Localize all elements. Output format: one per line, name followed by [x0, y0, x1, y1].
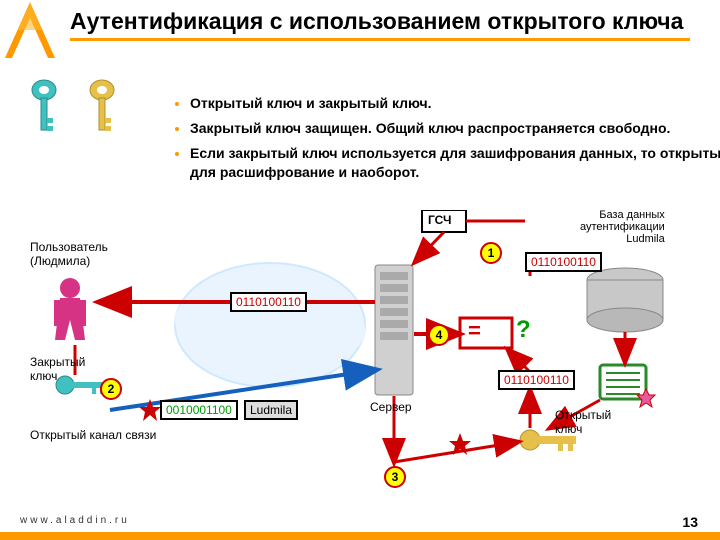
step-4: 4	[428, 324, 450, 346]
user-label: Пользователь (Людмила)	[30, 240, 108, 268]
bullet-item: Открытый ключ и закрытый ключ.	[190, 94, 720, 113]
step-2: 2	[100, 378, 122, 400]
rng-out-box: 0110100110	[525, 252, 602, 272]
bullet-item: Если закрытый ключ используется для заши…	[190, 144, 720, 182]
db-out-box: 0110100110	[498, 370, 575, 390]
auth-diagram: Пользователь (Людмила) Закрытый ключ Отк…	[30, 210, 680, 490]
slide-title: Аутентификация с использованием открытог…	[70, 8, 690, 41]
compare-question: ?	[516, 316, 531, 344]
bullet-list: Открытый ключ и закрытый ключ. Закрытый …	[150, 94, 720, 188]
server-label: Сервер	[370, 400, 412, 414]
compare-equals: =	[468, 318, 481, 344]
server-icon	[375, 265, 413, 395]
keys-illustration	[18, 78, 138, 138]
page-number: 13	[682, 514, 698, 530]
rng-label: ГСЧ	[428, 213, 451, 227]
bullet-item: Закрытый ключ защищен. Общий ключ распро…	[190, 119, 720, 138]
server-to-user-box: 0110100110	[230, 292, 307, 312]
footer-url: www.aladdin.ru	[20, 515, 130, 526]
private-key-label: Закрытый ключ	[30, 355, 85, 383]
step-3: 3	[384, 466, 406, 488]
open-channel-label: Открытый канал связи	[30, 428, 156, 442]
username-box: Ludmila	[244, 400, 298, 420]
encrypted-box: 0010001100	[160, 400, 238, 420]
public-key-label: Открытый ключ	[555, 408, 611, 436]
auth-device-icon	[600, 365, 646, 399]
logo-icon	[0, 0, 60, 60]
user-icon	[54, 278, 86, 340]
db-label: База данных аутентификации Ludmila	[580, 209, 665, 245]
footer-bar	[0, 532, 720, 540]
database-icon	[587, 268, 663, 332]
step-1: 1	[480, 242, 502, 264]
